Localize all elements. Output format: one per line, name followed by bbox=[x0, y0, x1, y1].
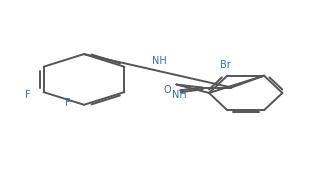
Text: O: O bbox=[164, 85, 171, 95]
Text: NH: NH bbox=[152, 56, 167, 66]
Text: Br: Br bbox=[220, 60, 231, 70]
Text: F: F bbox=[65, 98, 71, 108]
Text: NH: NH bbox=[172, 90, 187, 101]
Text: F: F bbox=[25, 90, 30, 100]
